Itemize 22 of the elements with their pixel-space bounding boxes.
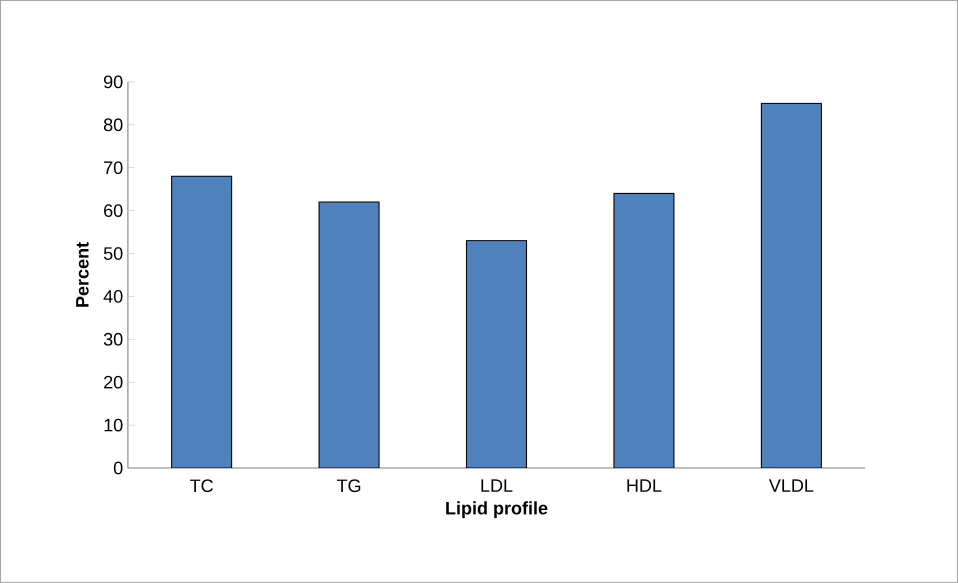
y-tick-label: 80 xyxy=(104,118,122,132)
x-axis-title: Lipid profile xyxy=(446,501,548,518)
y-tick-label: 70 xyxy=(104,161,122,174)
bar xyxy=(613,192,674,468)
bar xyxy=(466,240,528,468)
y-tick-label: 0 xyxy=(114,462,122,474)
bar xyxy=(760,102,822,468)
x-tick-label: LDL xyxy=(481,479,512,492)
y-tick-label: 10 xyxy=(104,418,122,432)
y-tick-label: 90 xyxy=(104,76,122,88)
y-tick-label: 60 xyxy=(104,204,122,218)
x-tick-label: VLDL xyxy=(768,479,814,492)
y-tick-label: 30 xyxy=(104,332,122,346)
y-axis-title: Percent xyxy=(76,242,89,307)
x-tick-label: TC xyxy=(190,479,213,492)
x-tick-label: TG xyxy=(336,479,360,492)
y-tick-label: 20 xyxy=(104,376,122,389)
bar xyxy=(318,202,380,468)
x-tick-label: HDL xyxy=(627,479,662,492)
y-tick-label: 40 xyxy=(104,290,122,303)
bar xyxy=(171,176,232,468)
y-tick-label: 50 xyxy=(104,247,122,260)
